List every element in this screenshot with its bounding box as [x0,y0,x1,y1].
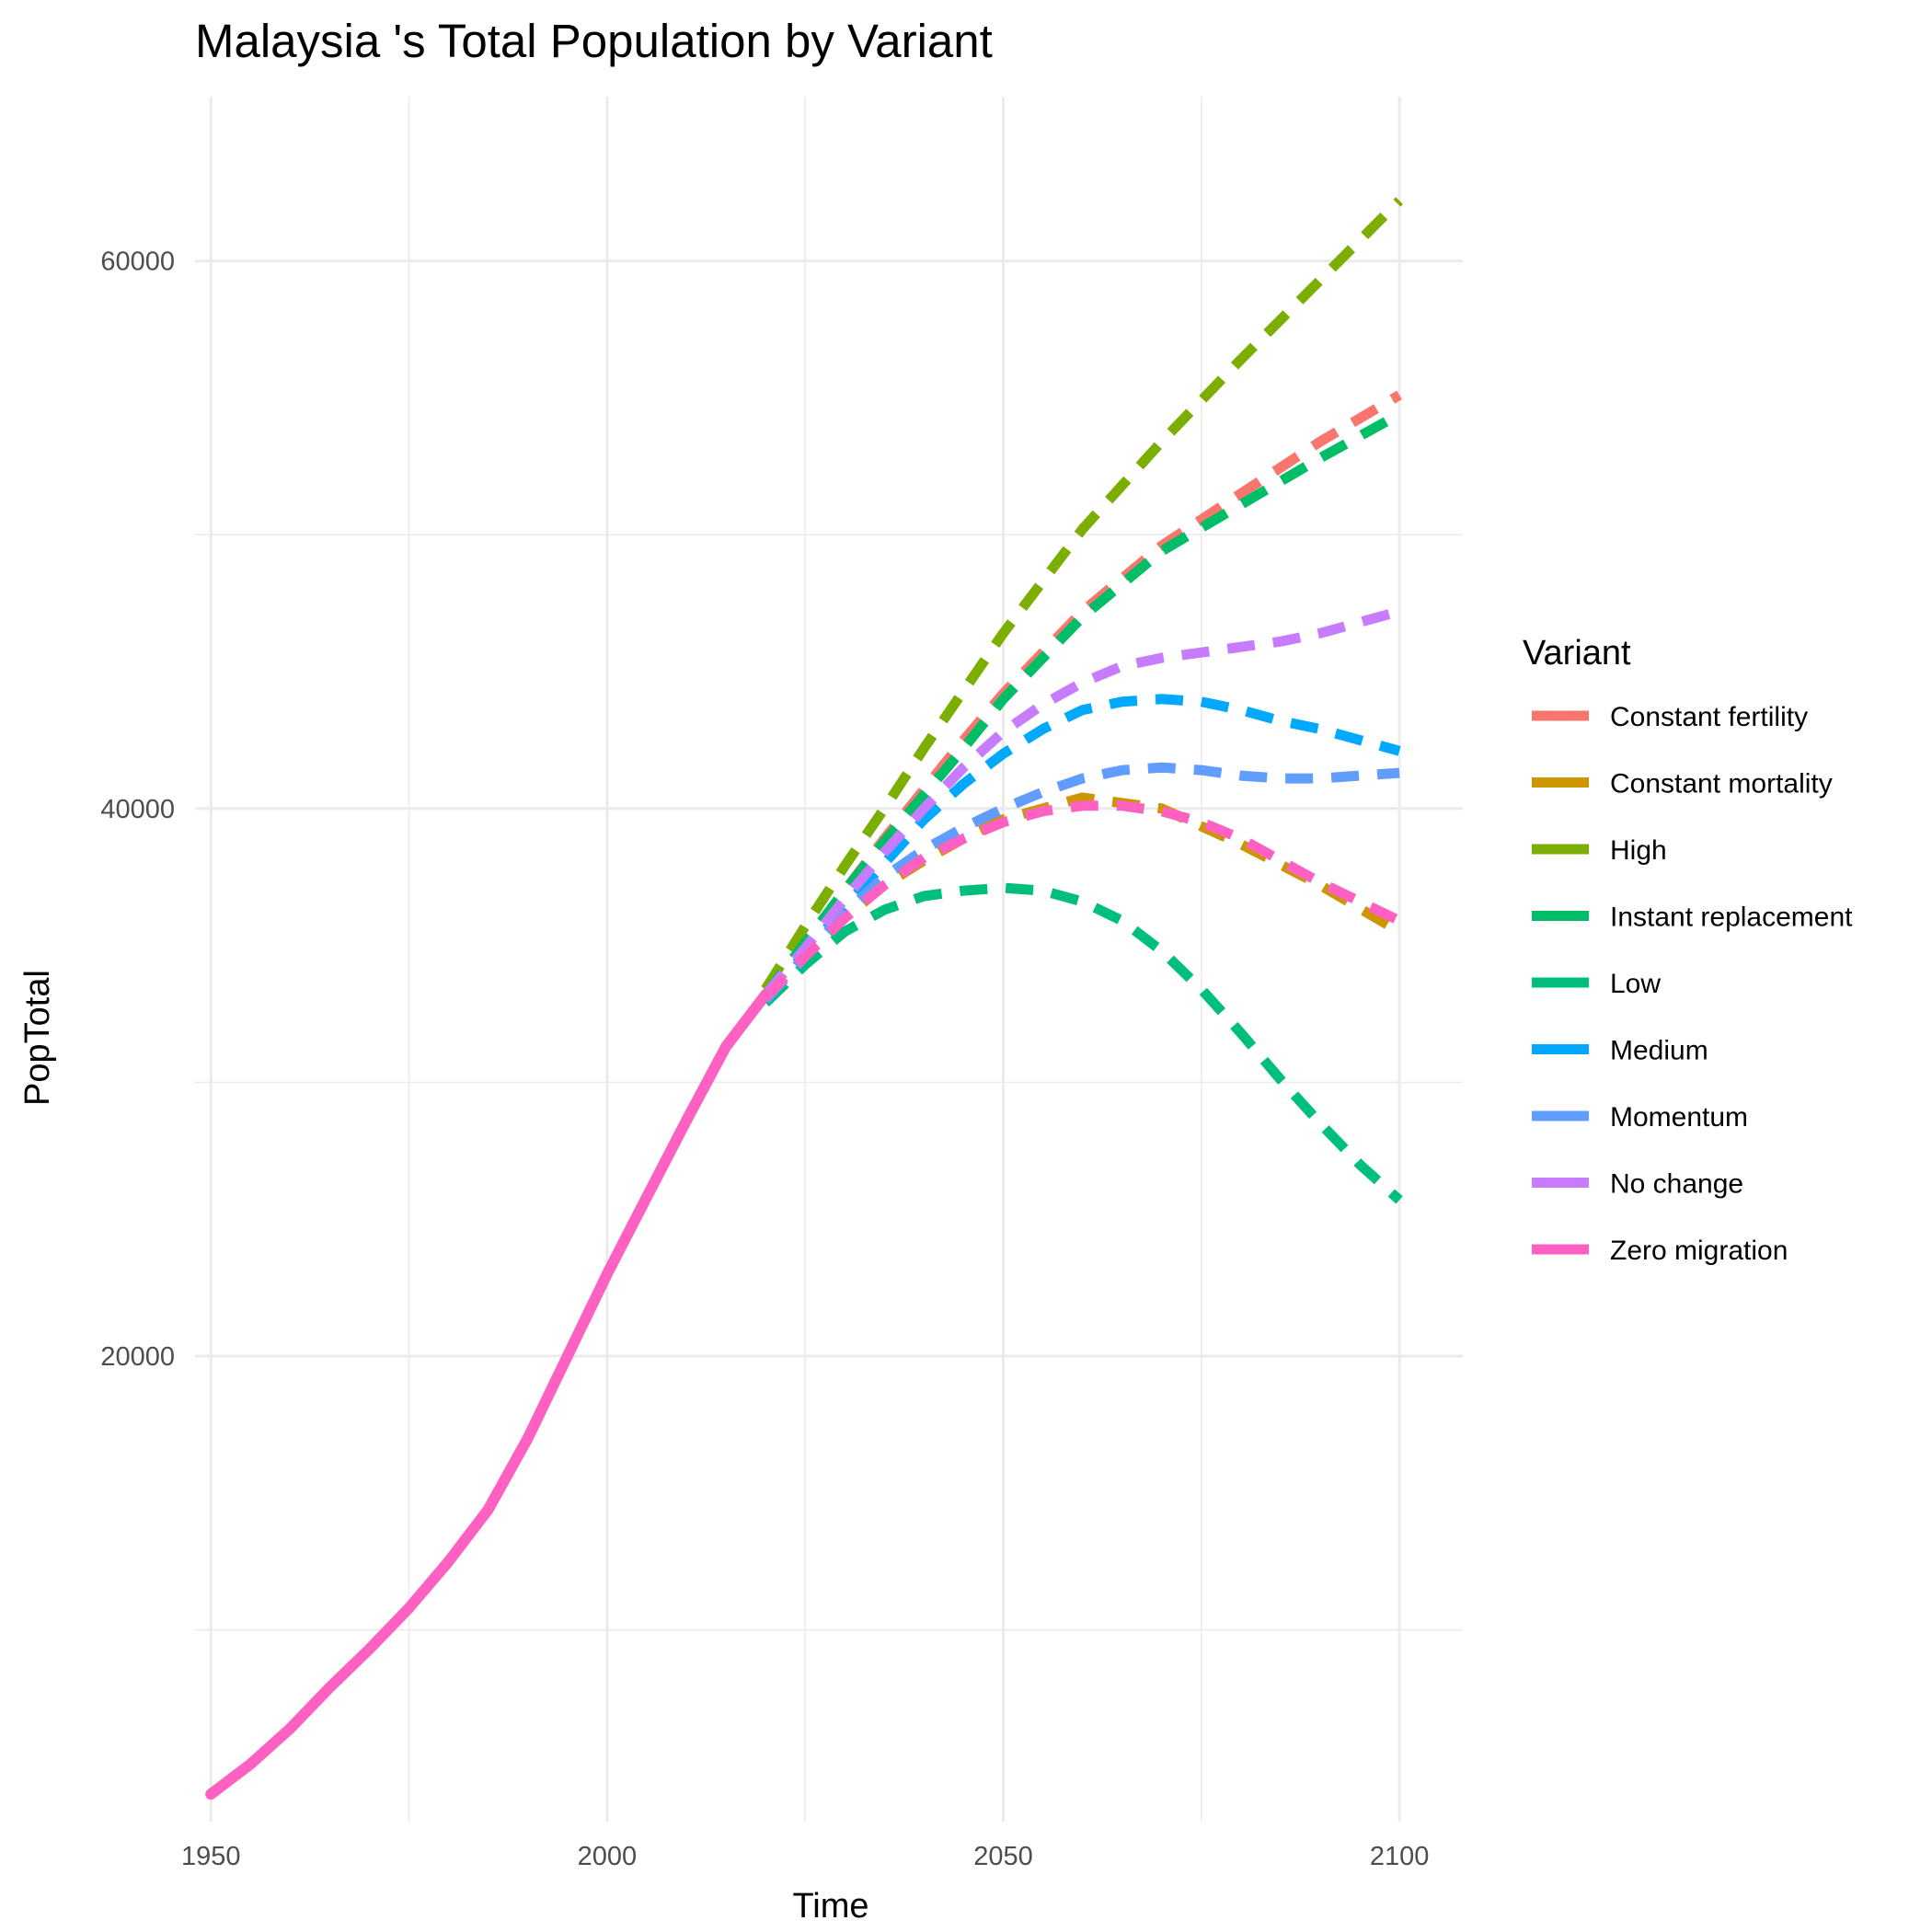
legend-label: Constant fertility [1610,702,1808,732]
series-line [762,800,1402,1002]
legend-label: Constant mortality [1610,769,1833,799]
historical-line [205,989,772,1800]
series-line [762,694,1401,1001]
legend-label: No change [1610,1169,1743,1200]
legend-title: Variant [1523,634,1631,673]
y-axis-title: PopTotal [18,970,57,1106]
legend-label: Momentum [1610,1102,1748,1133]
y-tick-label: 20000 [100,1342,175,1372]
tick-labels: 1950 2000 2050 2100 20000 40000 60000 [100,247,1429,1871]
series-line [762,762,1400,1004]
series-line [761,409,1402,998]
series-line [761,606,1401,998]
legend-label: Low [1610,969,1661,999]
series-lines [205,197,1403,1800]
legend-label: Zero migration [1610,1236,1788,1266]
chart-title: Malaysia 's Total Population by Variant [195,15,993,67]
x-tick-label: 2000 [578,1842,638,1871]
legend-items: Constant fertility Constant mortality High… [1532,702,1853,1266]
y-tick-label: 40000 [100,795,175,824]
x-tick-label: 2050 [973,1842,1033,1871]
x-axis-title: Time [792,1887,868,1926]
x-tick-label: 2100 [1370,1842,1430,1871]
legend: Variant Constant fertility Constant morta… [1523,634,1853,1266]
grid [195,97,1463,1822]
legend-label: Instant replacement [1610,903,1853,933]
series-line [761,197,1403,993]
legend-label: Medium [1610,1036,1708,1066]
legend-label: High [1610,835,1667,866]
y-tick-label: 60000 [100,247,175,277]
x-tick-label: 1950 [181,1842,241,1871]
